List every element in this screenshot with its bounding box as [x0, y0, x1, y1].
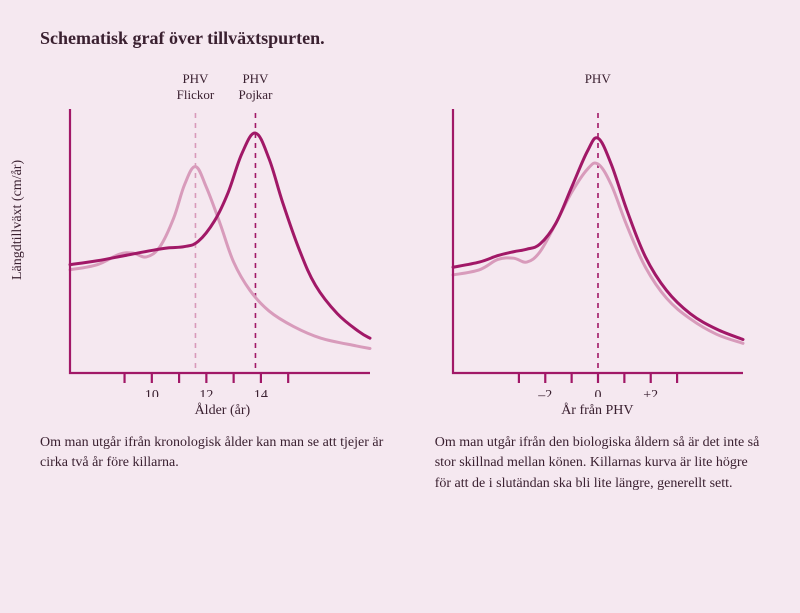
charts-row: 10 12 14 PHVFlickorPHVPojkar Ålder (år) Om … — [40, 67, 760, 494]
phv-label: PHVPojkar — [225, 71, 285, 104]
curve-boys — [70, 133, 370, 338]
x-axis-label-left: Ålder (år) — [40, 403, 405, 419]
caption-left: Om man utgår ifrån kronologisk ålder kan… — [40, 433, 405, 474]
x-tick-label: –2 — [537, 388, 552, 397]
x-tick-label: 10 — [145, 388, 159, 397]
left-svg: 10 12 14 — [40, 67, 380, 397]
chart-left-canvas: 10 12 14 PHVFlickorPHVPojkar — [40, 67, 380, 397]
chart-left: 10 12 14 PHVFlickorPHVPojkar Ålder (år) Om … — [40, 67, 405, 494]
page-title: Schematisk graf över tillväxtspurten. — [40, 28, 760, 49]
x-tick-label: 12 — [199, 388, 213, 397]
x-tick-label: 0 — [594, 388, 601, 397]
axes — [70, 109, 370, 373]
x-tick-label: +2 — [643, 388, 658, 397]
chart-right: –2 0 +2 PHV År från PHV Om man utgår ifrån … — [435, 67, 760, 494]
right-svg: –2 0 +2 — [435, 67, 755, 397]
phv-label: PHV — [568, 71, 628, 87]
caption-right: Om man utgår ifrån den biologiska åldern… — [435, 433, 760, 494]
phv-label: PHVFlickor — [165, 71, 225, 104]
y-axis-label: Längdtillväxt (cm/år) — [10, 160, 26, 280]
chart-right-canvas: –2 0 +2 PHV — [435, 67, 755, 397]
x-axis-label-right: År från PHV — [435, 403, 760, 419]
x-tick-label: 14 — [254, 388, 268, 397]
